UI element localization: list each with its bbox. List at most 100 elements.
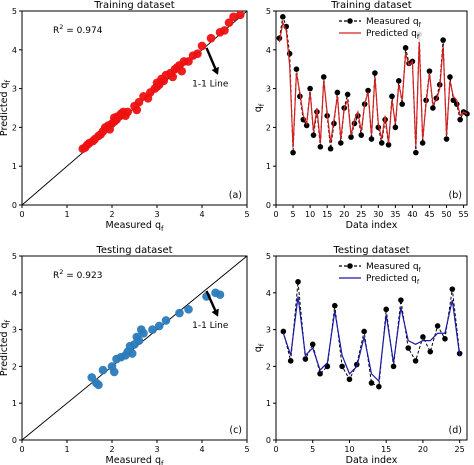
panel-label: (c) [229, 425, 242, 436]
data-point [134, 97, 144, 107]
legend-label-subscript: f [417, 278, 420, 286]
measured-point [317, 144, 324, 150]
measured-point [413, 149, 419, 156]
r-squared-symbol: R [53, 271, 59, 281]
y-tick-label: 2 [12, 362, 17, 371]
data-point [105, 125, 115, 134]
y-tick-label: 0 [12, 436, 17, 445]
data-point [184, 57, 193, 66]
x-tick-label: 15 [381, 445, 391, 454]
y-tick-label: 4 [12, 46, 17, 55]
measured-point [402, 45, 409, 51]
data-point [98, 365, 108, 375]
measured-point [346, 376, 353, 383]
x-tick-label: 10 [305, 210, 315, 219]
measured-point [287, 358, 294, 364]
panel-label: (d) [449, 425, 462, 436]
measured-point [320, 74, 327, 80]
data-point [152, 78, 162, 88]
y-tick-label: 0 [12, 201, 17, 210]
y-axis-label-subscript: f [4, 319, 12, 322]
x-tick-label: 0 [19, 210, 24, 219]
x-axis-label-subscript: f [161, 225, 164, 233]
data-point [220, 26, 229, 35]
legend-marker [347, 263, 353, 269]
measured-point [449, 286, 456, 292]
legend-label: Predicted qf [366, 29, 420, 41]
x-tick-label: 15 [322, 210, 332, 219]
measured-point [339, 363, 345, 370]
x-tick-label: 50 [441, 210, 451, 219]
one-to-one-line-label: 1-1 Line [192, 80, 229, 90]
arrow-shaft [205, 47, 218, 72]
measured-point [361, 328, 367, 335]
y-axis-label-subscript: f [4, 79, 12, 82]
panel-title: Testing dataset [332, 245, 409, 256]
measured-point [447, 74, 453, 80]
measured-point [434, 323, 441, 329]
panel-d: Testing dataset 0 5 10 15 20 25 0 1 2 3 4 5 Data inde… [253, 245, 468, 465]
data-point [139, 92, 148, 101]
measured-point [427, 348, 434, 355]
measured-point [368, 380, 375, 386]
arrow-shaft [205, 290, 218, 314]
data-point [184, 305, 193, 314]
x-tick-label: 30 [373, 210, 383, 219]
data-point [132, 105, 142, 115]
measured-point [405, 345, 412, 351]
predicted-series-line [282, 296, 461, 383]
plot-frame [275, 255, 468, 441]
measured-point [398, 297, 404, 303]
panel-label: (a) [229, 190, 242, 201]
measured-point [280, 14, 286, 20]
measured-point [430, 105, 436, 111]
measured-point [309, 341, 316, 348]
y-tick-label: 4 [266, 46, 271, 55]
x-tick-label: 55 [458, 210, 468, 219]
data-point [139, 328, 148, 338]
legend-marker [347, 18, 353, 24]
x-tick-label: 0 [273, 210, 278, 219]
measured-point [303, 122, 310, 129]
measured-point [302, 356, 309, 362]
measured-point [338, 140, 344, 146]
data-point [215, 290, 225, 299]
measured-point [293, 66, 300, 72]
measured-point [383, 306, 389, 313]
data-point [148, 325, 157, 334]
x-tick-label: 5 [244, 445, 249, 454]
y-tick-label: 3 [266, 85, 271, 94]
plot-frame [275, 10, 468, 206]
x-axis-label: Measured qf [106, 455, 164, 465]
measured-point [457, 116, 463, 123]
x-axis-label: Measured qf [106, 220, 164, 233]
x-axis-label-text: Data index [346, 455, 398, 465]
r-squared-superscript: 2 [59, 268, 63, 276]
arrow-head [211, 308, 219, 317]
measured-point [372, 70, 378, 76]
data-point [224, 18, 234, 27]
measured-point [327, 145, 334, 152]
y-axis-label-subscript: f [258, 103, 266, 106]
y-axis-label-text: q [253, 106, 264, 112]
measured-point [295, 278, 301, 285]
measured-point [419, 140, 426, 146]
y-tick-label: 3 [266, 326, 271, 335]
panel-title: Training dataset [330, 0, 412, 11]
measured-point [280, 328, 287, 335]
y-tick-label: 0 [266, 201, 271, 210]
y-tick-label: 1 [12, 399, 17, 408]
measured-point [426, 68, 433, 74]
plot-frame [21, 10, 248, 206]
y-axis-label: Predicted qf [0, 319, 12, 376]
measured-point [440, 37, 446, 43]
x-tick-label: 20 [418, 445, 428, 454]
predicted-series-line [278, 20, 468, 147]
y-tick-label: 1 [266, 399, 271, 408]
y-tick-label: 3 [12, 85, 17, 94]
legend-label-text: Predicted q [366, 29, 417, 39]
